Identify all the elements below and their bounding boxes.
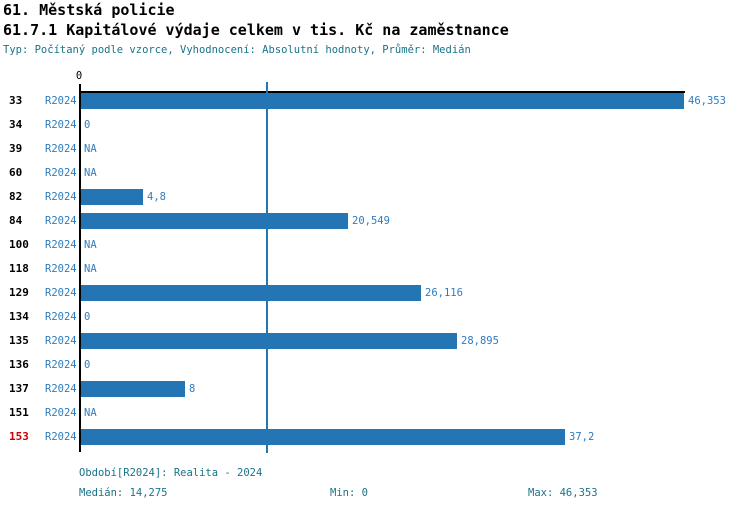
row-period-label: R2024 (45, 95, 77, 107)
row-period-label: R2024 (45, 431, 77, 443)
chart-row: 153 R2024 37,2 (0, 429, 750, 445)
row-period-label: R2024 (45, 359, 77, 371)
value-bar (81, 333, 457, 349)
value-bar (81, 381, 185, 397)
row-value-label: 46,353 (688, 95, 726, 107)
row-id-label: 33 (9, 94, 23, 107)
chart-row: 129 R2024 26,116 (0, 285, 750, 301)
row-period-label: R2024 (45, 119, 77, 131)
row-id-label: 137 (9, 382, 29, 395)
row-period-label: R2024 (45, 191, 77, 203)
row-period-label: R2024 (45, 287, 77, 299)
row-value-label: 4,8 (147, 191, 166, 203)
footer-min-label: Min: 0 (330, 487, 368, 499)
row-period-label: R2024 (45, 383, 77, 395)
chart-row: 33 R2024 46,353 (0, 93, 750, 109)
footer-max-label: Max: 46,353 (528, 487, 598, 499)
row-id-label: 135 (9, 334, 29, 347)
chart-row: 34 R2024 0 (0, 117, 750, 133)
row-id-label: 118 (9, 262, 29, 275)
value-bar (81, 213, 348, 229)
row-id-label: 100 (9, 238, 29, 251)
chart-subtitle: 61.7.1 Kapitálové výdaje celkem v tis. K… (3, 21, 509, 39)
row-period-label: R2024 (45, 407, 77, 419)
row-value-label: 0 (84, 311, 91, 323)
chart-row: 118 R2024 NA (0, 261, 750, 277)
row-id-label: 39 (9, 142, 23, 155)
row-value-label: NA (84, 167, 97, 179)
row-value-label: 0 (84, 119, 91, 131)
row-period-label: R2024 (45, 263, 77, 275)
row-period-label: R2024 (45, 335, 77, 347)
chart-row: 136 R2024 0 (0, 357, 750, 373)
chart-row: 60 R2024 NA (0, 165, 750, 181)
row-value-label: NA (84, 407, 97, 419)
row-value-label: 8 (189, 383, 196, 395)
value-bar (81, 429, 565, 445)
value-bar (81, 93, 684, 109)
chart-row: 137 R2024 8 (0, 381, 750, 397)
row-value-label: 28,895 (461, 335, 499, 347)
row-value-label: NA (84, 263, 97, 275)
row-id-label: 84 (9, 214, 23, 227)
row-period-label: R2024 (45, 215, 77, 227)
value-bar (81, 285, 421, 301)
chart-row: 134 R2024 0 (0, 309, 750, 325)
x-axis-line (79, 91, 685, 93)
chart-row: 84 R2024 20,549 (0, 213, 750, 229)
row-id-label: 60 (9, 166, 23, 179)
row-value-label: NA (84, 143, 97, 155)
row-id-label: 151 (9, 406, 29, 419)
value-bar (81, 189, 143, 205)
row-id-label: 134 (9, 310, 29, 323)
row-period-label: R2024 (45, 143, 77, 155)
chart-row: 100 R2024 NA (0, 237, 750, 253)
y-axis-line (79, 85, 81, 452)
row-id-label: 82 (9, 190, 23, 203)
chart-row: 135 R2024 28,895 (0, 333, 750, 349)
chart-row: 82 R2024 4,8 (0, 189, 750, 205)
chart-row: 39 R2024 NA (0, 141, 750, 157)
row-period-label: R2024 (45, 239, 77, 251)
row-value-label: NA (84, 239, 97, 251)
x-axis-zero-label: 0 (75, 70, 83, 82)
page-title: 61. Městská policie (3, 1, 175, 19)
footer-period-label: Období[R2024]: Realita - 2024 (79, 467, 263, 479)
row-id-label: 136 (9, 358, 29, 371)
chart-row: 151 R2024 NA (0, 405, 750, 421)
chart-meta-line: Typ: Počítaný podle vzorce, Vyhodnocení:… (3, 44, 471, 56)
row-id-label: 153 (9, 430, 29, 443)
row-id-label: 34 (9, 118, 23, 131)
row-period-label: R2024 (45, 167, 77, 179)
median-reference-line (266, 82, 268, 453)
row-period-label: R2024 (45, 311, 77, 323)
row-value-label: 37,2 (569, 431, 595, 443)
row-value-label: 26,116 (425, 287, 463, 299)
row-id-label: 129 (9, 286, 29, 299)
row-value-label: 0 (84, 359, 91, 371)
row-value-label: 20,549 (352, 215, 390, 227)
footer-median-label: Medián: 14,275 (79, 487, 168, 499)
